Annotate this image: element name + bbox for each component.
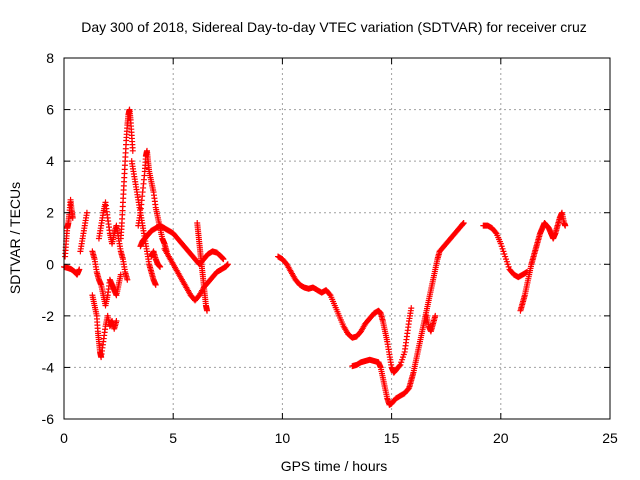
data-point-marker bbox=[408, 305, 415, 312]
data-point-marker bbox=[220, 256, 227, 263]
x-tick-label: 0 bbox=[60, 430, 68, 446]
data-point-marker bbox=[124, 276, 131, 283]
data-point-marker bbox=[76, 266, 83, 273]
data-point-marker bbox=[129, 147, 136, 154]
data-point-marker bbox=[460, 220, 467, 227]
y-tick-label: 6 bbox=[46, 102, 54, 118]
plot-frame bbox=[63, 57, 611, 420]
y-tick-label: -6 bbox=[42, 411, 55, 427]
data-point-marker bbox=[69, 214, 76, 221]
y-tick-label: 2 bbox=[46, 205, 54, 221]
y-tick-label: 4 bbox=[46, 153, 54, 169]
data-point-marker bbox=[204, 307, 211, 314]
x-tick-label: 5 bbox=[169, 430, 177, 446]
y-axis-label: SDTVAR / TECUs bbox=[7, 182, 23, 294]
data-point-marker bbox=[157, 263, 164, 270]
y-tick-label: 8 bbox=[46, 50, 54, 66]
data-point-marker bbox=[326, 291, 333, 298]
data-points bbox=[61, 106, 569, 408]
axis-ticks: 0 5 10 15 20 25 -6 -4 -2 0 2 4 6 8 bbox=[42, 50, 618, 446]
chart-title: Day 300 of 2018, Sidereal Day-to-day VTE… bbox=[81, 19, 587, 35]
y-tick-label: 0 bbox=[46, 256, 54, 272]
data-point-marker bbox=[117, 271, 124, 278]
data-point-marker bbox=[83, 209, 90, 216]
x-axis-label: GPS time / hours bbox=[281, 458, 388, 474]
x-tick-label: 20 bbox=[493, 430, 509, 446]
data-point-marker bbox=[224, 261, 231, 268]
x-tick-label: 25 bbox=[602, 430, 618, 446]
y-tick-label: -2 bbox=[42, 308, 55, 324]
data-point-marker bbox=[396, 362, 403, 369]
data-point-marker bbox=[492, 229, 499, 236]
data-point-marker bbox=[152, 281, 159, 288]
x-tick-label: 15 bbox=[384, 430, 400, 446]
y-tick-label: -4 bbox=[42, 359, 55, 375]
x-tick-label: 10 bbox=[275, 430, 291, 446]
data-point-marker bbox=[113, 318, 120, 325]
data-point-marker bbox=[432, 312, 439, 319]
data-point-marker bbox=[562, 222, 569, 229]
